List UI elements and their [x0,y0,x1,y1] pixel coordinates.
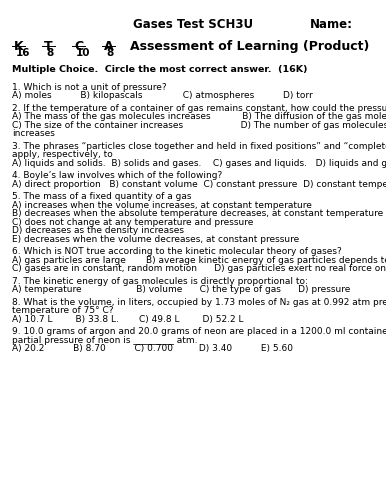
Text: A) direct proportion   B) constant volume  C) constant pressure  D) constant tem: A) direct proportion B) constant volume … [12,180,386,189]
Text: 9. 10.0 grams of argon and 20.0 grams of neon are placed in a 1200.0 ml containe: 9. 10.0 grams of argon and 20.0 grams of… [12,328,386,336]
Text: 8: 8 [106,48,113,58]
Text: C) gases are in constant, random motion      D) gas particles exert no real forc: C) gases are in constant, random motion … [12,264,386,274]
Text: 7. The kinetic energy of gas molecules is directly proportional to:: 7. The kinetic energy of gas molecules i… [12,277,308,286]
Text: A) The mass of the gas molecules increases           B) The diffusion of the gas: A) The mass of the gas molecules increas… [12,112,386,122]
Text: 4. Boyle’s law involves which of the following?: 4. Boyle’s law involves which of the fol… [12,172,222,180]
Text: A: A [104,40,113,53]
Text: 5. The mass of a fixed quantity of a gas: 5. The mass of a fixed quantity of a gas [12,192,191,202]
Text: 8. What is the volume, in liters, occupied by 1.73 moles of N₂ gas at 0.992 atm : 8. What is the volume, in liters, occupi… [12,298,386,307]
Text: 1. Which is not a unit of pressure?: 1. Which is not a unit of pressure? [12,83,167,92]
Text: C) does not change at any temperature and pressure: C) does not change at any temperature an… [12,218,253,227]
Text: T: T [44,40,52,53]
Text: A) 20.2          B) 8.70          C) 0.700         D) 3.40          E) 5.60: A) 20.2 B) 8.70 C) 0.700 D) 3.40 E) 5.60 [12,344,293,354]
Text: A) 10.7 L        B) 33.8 L.       C) 49.8 L        D) 52.2 L: A) 10.7 L B) 33.8 L. C) 49.8 L D) 52.2 L [12,315,244,324]
Text: A) liquids and solids.  B) solids and gases.    C) gases and liquids.   D) liqui: A) liquids and solids. B) solids and gas… [12,159,386,168]
Text: D) decreases as the density increases: D) decreases as the density increases [12,226,184,235]
Text: C: C [74,40,83,53]
Text: B) decreases when the absolute temperature decreases, at constant temperature: B) decreases when the absolute temperatu… [12,210,383,218]
Text: Assessment of Learning (Product): Assessment of Learning (Product) [130,40,369,53]
Text: A) increases when the volume increases, at constant temperature: A) increases when the volume increases, … [12,201,312,210]
Text: A) temperature                   B) volume      C) the type of gas      D) press: A) temperature B) volume C) the type of … [12,286,350,294]
Text: 6. Which is NOT true according to the kinetic molecular theory of gases?: 6. Which is NOT true according to the ki… [12,248,342,256]
Text: C) The size of the container increases                    D) The number of gas m: C) The size of the container increases D… [12,121,386,130]
Text: E) decreases when the volume decreases, at constant pressure: E) decreases when the volume decreases, … [12,235,299,244]
Text: 16: 16 [16,48,30,58]
Text: 3. The phrases “particles close together and held in fixed positions” and “compl: 3. The phrases “particles close together… [12,142,386,151]
Text: Name:: Name: [310,18,353,31]
Text: A) moles          B) kilopascals              C) atmospheres          D) torr: A) moles B) kilopascals C) atmospheres D… [12,92,313,100]
Text: 2. If the temperature of a container of gas remains constant, how could the pres: 2. If the temperature of a container of … [12,104,386,113]
Text: 10: 10 [76,48,90,58]
Text: apply, respectively, to: apply, respectively, to [12,150,113,160]
Text: partial pressure of neon is _________ atm.: partial pressure of neon is _________ at… [12,336,198,345]
Text: A) gas particles are large       B) average kinetic energy of gas particles depe: A) gas particles are large B) average ki… [12,256,386,265]
Text: increases: increases [12,130,55,138]
Text: Gases Test SCH3U: Gases Test SCH3U [133,18,253,31]
Text: temperature of 75° C?: temperature of 75° C? [12,306,113,316]
Text: K: K [14,40,24,53]
Text: Multiple Choice.  Circle the most correct answer.  (16K): Multiple Choice. Circle the most correct… [12,65,308,74]
Text: 8: 8 [46,48,53,58]
